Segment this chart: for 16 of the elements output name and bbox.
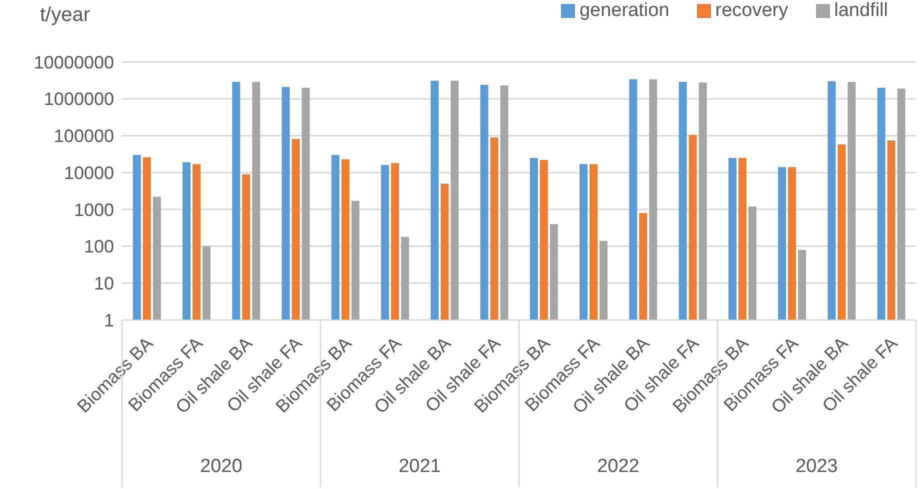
y-axis-title: t/year bbox=[40, 4, 90, 27]
legend-label: generation bbox=[579, 0, 670, 21]
y-tick-label: 10 bbox=[94, 274, 114, 294]
text: 2022 bbox=[597, 456, 640, 477]
legend-label: recovery bbox=[715, 0, 788, 21]
y-tick-label: 100 bbox=[84, 236, 114, 257]
y-tick-label: 1000 bbox=[74, 200, 114, 220]
y-tick-label: 10000000 bbox=[34, 52, 114, 72]
legend-label: landfill bbox=[834, 0, 888, 21]
text: 2023 bbox=[796, 456, 838, 477]
text: 2020 bbox=[200, 456, 242, 477]
y-tick-label: 100000 bbox=[54, 126, 114, 146]
y-tick-label: 1000000 bbox=[44, 89, 114, 110]
text: 2021 bbox=[398, 456, 441, 477]
y-tick-label: 10000 bbox=[64, 162, 114, 183]
y-tick-label: 1 bbox=[104, 310, 114, 330]
